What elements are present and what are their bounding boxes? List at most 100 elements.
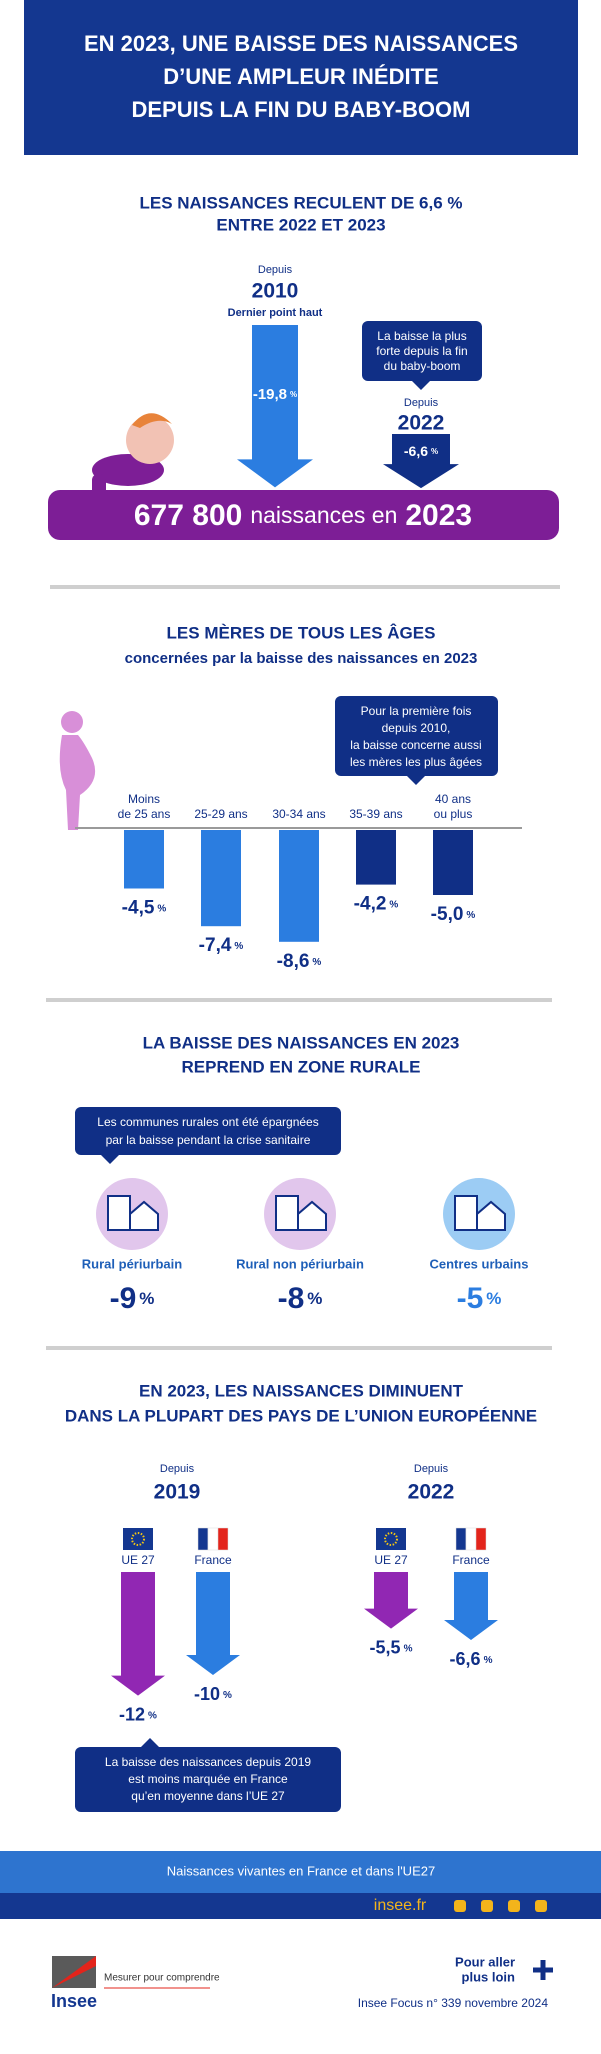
site-band: [0, 1893, 601, 1919]
series-name: UE 27: [121, 1553, 155, 1567]
plus-icon: [533, 1960, 553, 1980]
bar-value: -8,6%: [277, 951, 322, 972]
social-icon: [535, 1900, 547, 1912]
period-label: Depuis: [258, 264, 293, 276]
tagline: Mesurer pour comprendre: [104, 1973, 220, 1984]
arrow-value: -10%: [194, 1684, 232, 1704]
bar: [279, 830, 319, 942]
zone-value: -5%: [457, 1282, 502, 1315]
icon-house: [129, 1200, 159, 1231]
callout-pointer: [407, 776, 425, 785]
social-icon: [454, 1900, 466, 1912]
callout-text: depuis 2010,: [382, 721, 451, 735]
arrow: [444, 1572, 498, 1640]
section-title: LES MÈRES DE TOUS LES ÂGES: [167, 623, 436, 642]
icon-building: [107, 1195, 131, 1231]
header-box: [24, 0, 578, 155]
flag-eu-stars: [384, 1532, 398, 1546]
period-label: Depuis: [414, 1463, 449, 1475]
series-name: UE 27: [374, 1553, 408, 1567]
value-unit: %: [307, 1289, 322, 1308]
zone-label: Rural périurbain: [82, 1256, 182, 1271]
section-title: DANS LA PLUPART DES PAYS DE L’UNION EURO…: [65, 1406, 537, 1425]
bar: [433, 830, 473, 895]
more-link: Pour aller: [455, 1954, 515, 1969]
callout-text: qu’en moyenne dans l’UE 27: [131, 1789, 285, 1803]
value-unit: %: [486, 1289, 501, 1308]
baby-hair: [132, 413, 172, 428]
zone-value: -8%: [278, 1282, 323, 1315]
callout-box: [75, 1747, 341, 1812]
value-unit: %: [312, 956, 321, 967]
bar: [356, 830, 396, 885]
period-year: 2022: [398, 412, 445, 435]
arrow: [364, 1572, 418, 1629]
reference: Insee Focus n° 339 novembre 2024: [358, 1996, 549, 2010]
icon-house: [297, 1200, 327, 1231]
callout-text: Les communes rurales ont été épargnées: [97, 1115, 318, 1129]
arrow-value: -12%: [119, 1704, 157, 1724]
flag-fr: [455, 1527, 467, 1551]
callout-text: du baby-boom: [384, 359, 461, 373]
value-number: -4,2: [354, 894, 387, 915]
value-number: -9: [110, 1282, 137, 1315]
woman-head: [61, 711, 83, 733]
value-number: -8,6: [277, 951, 310, 972]
source: Naissances vivantes en France et dans l'…: [167, 1863, 435, 1878]
arrow: [383, 434, 459, 489]
banner: [48, 490, 559, 540]
period-year: 2019: [154, 1481, 201, 1504]
icon-building: [454, 1195, 478, 1231]
callout-box: [75, 1107, 341, 1155]
logo: Insee: [51, 1991, 97, 2011]
header-title: DEPUIS LA FIN DU BABY-BOOM: [132, 97, 471, 122]
bar-value: -7,4%: [199, 935, 244, 956]
value-unit: %: [223, 1690, 232, 1701]
category-label: 30-34 ans: [272, 807, 325, 821]
section-title: REPREND EN ZONE RURALE: [182, 1057, 421, 1076]
flag-eu-stars: [131, 1532, 145, 1546]
callout-pointer: [101, 1155, 119, 1164]
value-unit: %: [290, 390, 297, 399]
header-title: D’UNE AMPLEUR INÉDITE: [163, 64, 438, 89]
header-title: EN 2023, UNE BAISSE DES NAISSANCES: [84, 31, 518, 56]
callout-box: [335, 696, 498, 776]
flag-eu: [376, 1528, 406, 1550]
value-number: -6,6: [404, 443, 428, 459]
callout-pointer: [141, 1738, 159, 1747]
zone-value: -9%: [110, 1282, 155, 1315]
period-label: Depuis: [404, 397, 439, 409]
value-number: -12: [119, 1704, 145, 1724]
value-number: -6,6: [450, 1649, 481, 1669]
callout-text: forte depuis la fin: [376, 344, 467, 358]
callout-text: La baisse la plus: [377, 329, 466, 343]
flag-fr: [207, 1527, 219, 1551]
bar: [201, 830, 241, 927]
category-label: 25-29 ans: [194, 807, 247, 821]
series-name: France: [452, 1553, 490, 1567]
series-name: France: [194, 1553, 232, 1567]
value-unit: %: [139, 1289, 154, 1308]
total-text: naissances en: [250, 502, 397, 528]
period-note: Dernier point haut: [228, 307, 323, 319]
section-subtitle: concernées par la baisse des naissances …: [125, 650, 478, 667]
callout-pointer: [412, 381, 430, 390]
zone-label: Rural non périurbain: [236, 1256, 364, 1271]
section-title: LES NAISSANCES RECULENT DE 6,6 %: [139, 193, 462, 212]
bar-value: -4,5%: [122, 898, 167, 919]
value-unit: %: [404, 1643, 413, 1654]
value-unit: %: [148, 1710, 157, 1721]
arrow: [111, 1572, 165, 1696]
total-year: 2023: [405, 499, 472, 532]
icon-building: [275, 1195, 299, 1231]
section-title: LA BAISSE DES NAISSANCES EN 2023: [143, 1033, 460, 1052]
flag-fr: [475, 1527, 487, 1551]
flag-eu: [123, 1528, 153, 1550]
value-number: -4,5: [122, 898, 155, 919]
flag-fr: [465, 1527, 477, 1551]
section-title: ENTRE 2022 ET 2023: [216, 215, 385, 234]
callout-text: par la baisse pendant la crise sanitaire: [106, 1133, 311, 1147]
category-label: Moins: [128, 792, 160, 806]
flag-fr: [217, 1527, 229, 1551]
value-unit: %: [157, 903, 166, 914]
